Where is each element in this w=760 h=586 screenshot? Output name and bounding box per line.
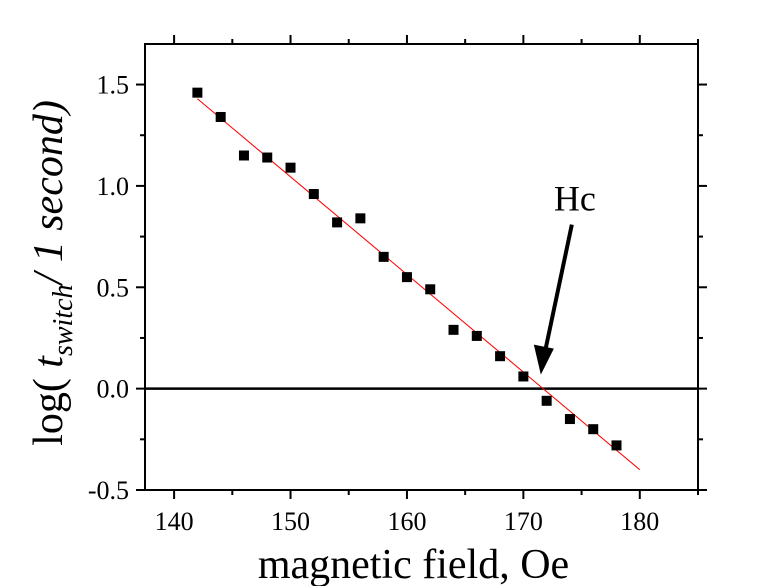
data-point xyxy=(192,87,203,98)
data-point xyxy=(378,251,389,262)
x-tick-label: 170 xyxy=(504,507,543,536)
data-point xyxy=(611,440,622,451)
data-point xyxy=(448,324,459,335)
annotation-label: Hc xyxy=(554,179,596,219)
x-tick-label: 160 xyxy=(387,507,426,536)
data-point xyxy=(332,217,343,228)
data-point xyxy=(401,272,412,283)
y-tick-label: 1.0 xyxy=(97,172,130,201)
y-tick-label: 1.5 xyxy=(97,71,130,100)
plot-frame xyxy=(144,43,699,491)
data-point xyxy=(355,213,366,224)
data-point xyxy=(308,189,319,200)
data-point xyxy=(541,395,552,406)
y-tick-label: 0.5 xyxy=(97,273,130,302)
y-axis-label: log( tswitch/ 1 second) xyxy=(26,100,79,446)
y-tick-label: -0.5 xyxy=(88,476,129,505)
x-axis-label: magnetic field, Oe xyxy=(258,542,569,586)
y-axis-label-prefix: log( xyxy=(26,368,72,446)
annotation-arrow-shaft xyxy=(542,224,574,354)
x-tick-label: 140 xyxy=(155,507,194,536)
data-point xyxy=(215,111,226,122)
y-axis-label-subscript: switch xyxy=(48,284,79,356)
data-point xyxy=(238,150,249,161)
y-tick-label: 0.0 xyxy=(97,375,130,404)
y-axis-label-t: t xyxy=(26,355,72,368)
y-axis-label-suffix: / 1 second) xyxy=(26,100,72,286)
data-point xyxy=(425,284,436,295)
data-point xyxy=(495,351,506,362)
data-point xyxy=(471,330,482,341)
x-tick-label: 150 xyxy=(271,507,310,536)
data-point xyxy=(588,424,599,435)
data-point xyxy=(518,371,529,382)
data-point xyxy=(564,414,575,425)
data-point xyxy=(262,152,273,163)
x-tick-label: 180 xyxy=(620,507,659,536)
annotation-arrowhead xyxy=(533,344,554,375)
data-point xyxy=(285,162,296,173)
